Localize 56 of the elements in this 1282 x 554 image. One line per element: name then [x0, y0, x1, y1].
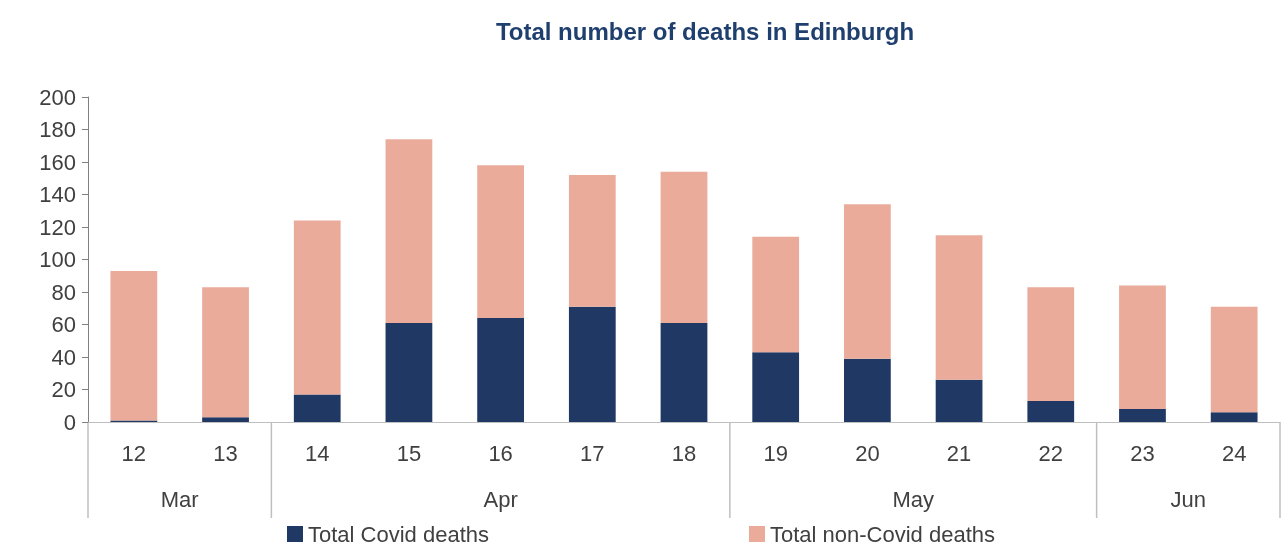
bar: [202, 287, 249, 418]
bar: [844, 358, 891, 422]
y-tick-label: 20: [51, 377, 76, 402]
x-tick-label: 12: [121, 440, 147, 466]
x-tick-label: 23: [1130, 440, 1155, 466]
x-tick-label: 17: [580, 440, 605, 466]
x-tick-label: 16: [488, 440, 513, 466]
bar: [385, 322, 433, 422]
bar: [1119, 409, 1166, 422]
text: Jun: [1170, 486, 1207, 512]
bar: [477, 318, 524, 422]
bar: [1027, 287, 1075, 401]
text: May: [892, 486, 935, 512]
bar: [568, 306, 616, 422]
bar: [935, 235, 983, 380]
legend-label: Total non-Covid deaths: [769, 521, 996, 547]
y-tick-label: 40: [51, 344, 76, 370]
x-tick-label: 24: [1221, 440, 1247, 466]
chart-title: Total number of deaths in Edinburgh: [495, 17, 915, 45]
bar: [752, 236, 800, 353]
bar: [385, 139, 433, 323]
bar: [1027, 400, 1075, 422]
text: Mar: [160, 486, 199, 512]
y-tick-label: 200: [39, 84, 76, 110]
x-tick-label: 18: [671, 440, 697, 466]
bar: [660, 322, 708, 422]
bar: [293, 394, 341, 422]
y-tick-label: 180: [39, 117, 76, 142]
bar: [1119, 285, 1166, 409]
bar: [477, 165, 524, 318]
y-tick-label: 160: [39, 149, 76, 175]
x-tick-label: 14: [304, 440, 330, 466]
bar: [844, 204, 891, 359]
y-tick-label: 100: [39, 247, 76, 272]
x-tick-label: 22: [1038, 440, 1064, 466]
bar: [293, 220, 341, 395]
x-tick-label: 19: [763, 440, 788, 466]
y-tick-label: 0: [63, 409, 76, 435]
x-tick-label: 21: [946, 440, 972, 466]
bar: [1210, 306, 1258, 413]
bar: [110, 270, 158, 421]
text: Apr: [483, 486, 518, 512]
y-tick-label: 60: [51, 312, 76, 337]
x-tick-label: 15: [396, 440, 422, 466]
y-tick-label: 80: [51, 279, 76, 305]
legend-label: Total Covid deaths: [307, 521, 489, 547]
y-tick-label: 120: [39, 214, 76, 240]
bar: [568, 175, 616, 307]
bar: [752, 352, 800, 422]
x-tick-label: 13: [213, 440, 238, 466]
bar: [1210, 412, 1258, 422]
bar: [202, 417, 249, 422]
x-tick-label: 20: [855, 440, 880, 466]
bar: [660, 171, 708, 323]
bar: [935, 379, 983, 422]
y-tick-label: 140: [39, 182, 76, 207]
